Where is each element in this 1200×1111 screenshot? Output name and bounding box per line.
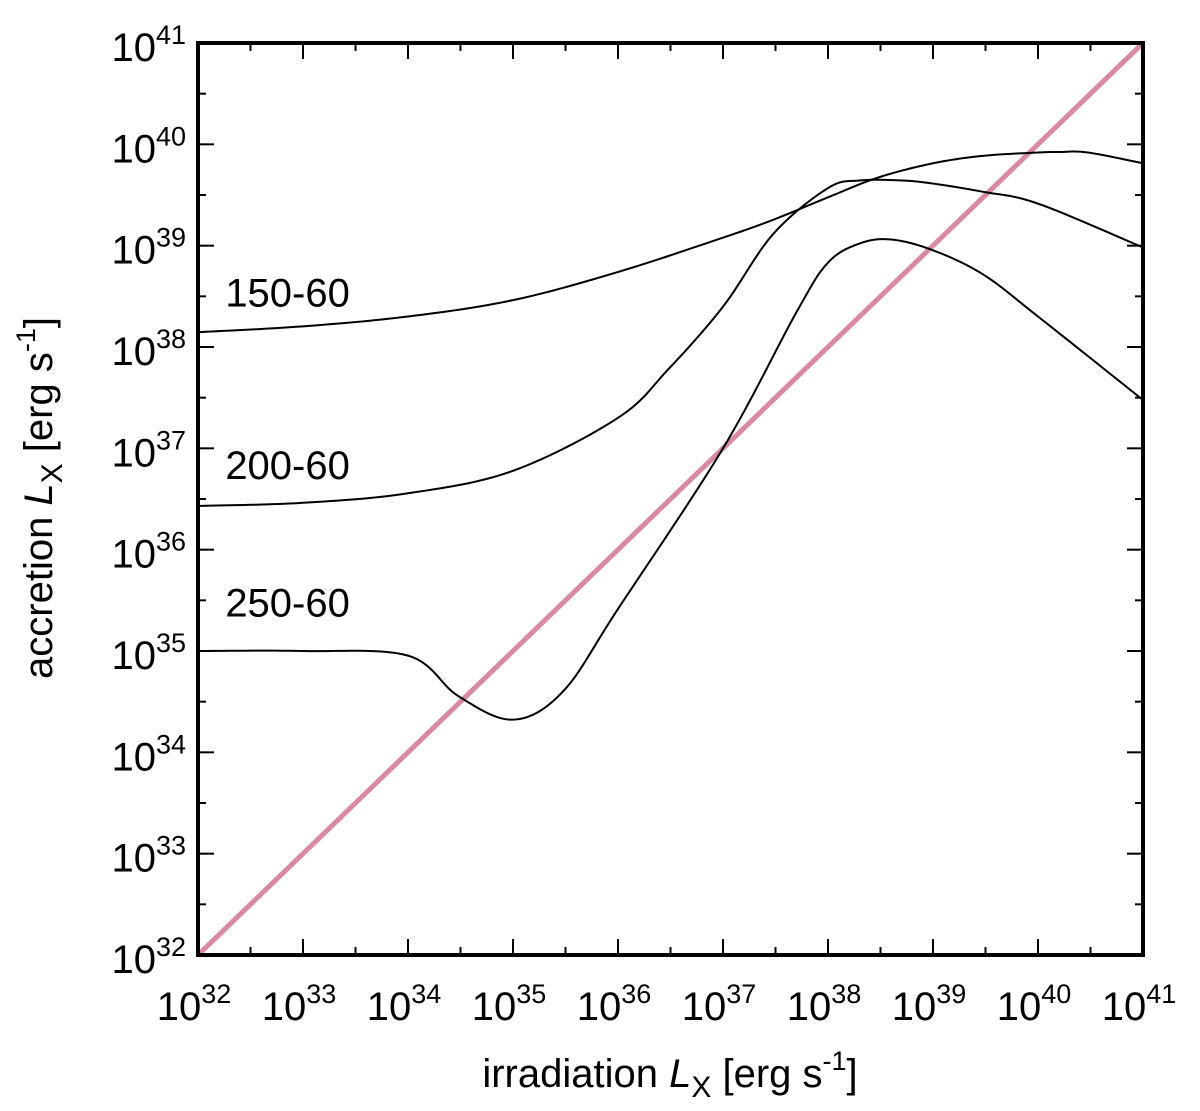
y-tick-label: 1039 [111,223,186,273]
plot-area: 150-60 200-60 250-60 [198,43,1143,955]
y-tick-label: 1033 [111,831,186,881]
x-tick-label: 1039 [892,979,967,1029]
series-line-200-60 [198,178,1143,507]
series-line-250-60 [198,238,1143,721]
y-tick-label: 1037 [111,425,186,475]
x-tick-label: 1037 [682,979,757,1029]
axis-ticks [197,42,1144,956]
x-tick-label: 1035 [472,979,547,1029]
y-tick-label: 1040 [111,121,186,171]
x-tick-label: 1032 [157,979,232,1029]
x-tick-label: 1036 [577,979,652,1029]
y-tick-label: 1034 [111,729,186,779]
x-tick-label: 1041 [1102,979,1177,1029]
y-axis-title: accretion LX [erg s-1] [11,317,69,679]
curve-label-150-60: 150-60 [225,272,350,316]
x-axis-title: irradiation LX [erg s-1] [482,1046,857,1104]
curve-label-250-60: 250-60 [225,581,350,625]
y-tick-label: 1035 [111,628,186,678]
x-tick-label: 1033 [262,979,337,1029]
x-tick-label: 1034 [367,979,442,1029]
x-tick-labels: 1032 1033 1034 1035 1036 1037 1038 1039 1040 1041 [157,979,1177,1029]
series-line-150-60 [198,150,1143,334]
y-tick-label: 1041 [111,20,186,70]
y-tick-labels: 1032 1033 1034 1035 1036 1037 1038 1039 1040 1041 [111,20,186,982]
equality-line [198,43,1143,955]
curve-label-200-60: 200-60 [225,444,350,488]
y-tick-label: 1032 [111,932,186,982]
x-tick-label: 1038 [787,979,862,1029]
y-tick-label: 1036 [111,527,186,577]
x-tick-label: 1040 [997,979,1072,1029]
y-tick-label: 1038 [111,324,186,374]
